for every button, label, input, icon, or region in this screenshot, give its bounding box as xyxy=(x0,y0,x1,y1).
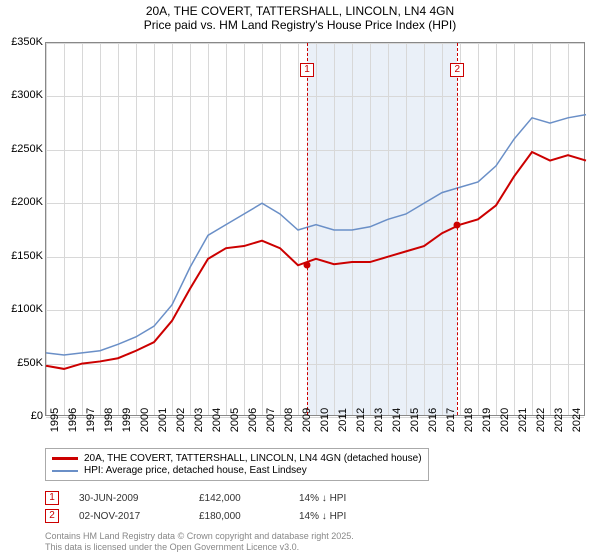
transaction-date: 02-NOV-2017 xyxy=(79,511,179,522)
chart-svg xyxy=(46,43,584,415)
transaction-date: 30-JUN-2009 xyxy=(79,493,179,504)
x-tick-label: 2017 xyxy=(445,408,457,432)
x-tick-label: 2000 xyxy=(139,408,151,432)
x-tick-label: 2012 xyxy=(355,408,367,432)
marker-label: 2 xyxy=(450,63,464,77)
plot-area: 12 xyxy=(45,42,585,416)
x-tick-label: 2014 xyxy=(391,408,403,432)
chart-container: 20A, THE COVERT, TATTERSHALL, LINCOLN, L… xyxy=(0,0,600,560)
y-tick-label: £50K xyxy=(17,357,43,369)
y-tick-label: £200K xyxy=(11,196,43,208)
transaction-row: 2 02-NOV-2017 £180,000 14% ↓ HPI xyxy=(45,509,585,523)
x-tick-label: 2011 xyxy=(337,408,349,432)
x-tick-label: 1999 xyxy=(121,408,133,432)
transaction-marker: 1 xyxy=(45,491,59,505)
x-tick-label: 2024 xyxy=(571,408,583,432)
title-line-1: 20A, THE COVERT, TATTERSHALL, LINCOLN, L… xyxy=(0,4,600,18)
legend-box: 20A, THE COVERT, TATTERSHALL, LINCOLN, L… xyxy=(45,448,429,481)
x-tick-label: 2019 xyxy=(481,408,493,432)
footer-line-1: Contains HM Land Registry data © Crown c… xyxy=(45,531,354,543)
x-tick-label: 1995 xyxy=(49,408,61,432)
x-tick-label: 2004 xyxy=(211,408,223,432)
x-tick-label: 2018 xyxy=(463,408,475,432)
series-line xyxy=(46,152,586,369)
y-tick-label: £300K xyxy=(11,89,43,101)
legend-row-2: HPI: Average price, detached house, East… xyxy=(52,465,422,476)
legend-label-2: HPI: Average price, detached house, East… xyxy=(84,465,307,476)
x-tick-label: 2001 xyxy=(157,408,169,432)
x-tick-label: 1996 xyxy=(67,408,79,432)
legend-swatch-2 xyxy=(52,470,78,472)
transaction-delta: 14% ↓ HPI xyxy=(299,493,346,504)
x-tick-label: 2013 xyxy=(373,408,385,432)
legend-area: 20A, THE COVERT, TATTERSHALL, LINCOLN, L… xyxy=(45,448,585,527)
marker-dot xyxy=(304,262,311,269)
footer: Contains HM Land Registry data © Crown c… xyxy=(45,531,354,554)
x-tick-label: 1997 xyxy=(85,408,97,432)
y-tick-label: £250K xyxy=(11,143,43,155)
x-tick-label: 2003 xyxy=(193,408,205,432)
x-tick-label: 2005 xyxy=(229,408,241,432)
x-tick-label: 2016 xyxy=(427,408,439,432)
transaction-delta: 14% ↓ HPI xyxy=(299,511,346,522)
x-tick-label: 2020 xyxy=(499,408,511,432)
x-tick-label: 2006 xyxy=(247,408,259,432)
x-tick-label: 2007 xyxy=(265,408,277,432)
y-tick-label: £100K xyxy=(11,303,43,315)
x-tick-label: 1998 xyxy=(103,408,115,432)
transaction-price: £180,000 xyxy=(199,511,279,522)
x-tick-label: 2008 xyxy=(283,408,295,432)
transaction-table: 1 30-JUN-2009 £142,000 14% ↓ HPI 2 02-NOV-201… xyxy=(45,491,585,523)
y-axis: £0£50K£100K£150K£200K£250K£300K£350K xyxy=(0,42,45,416)
x-axis: 1995199619971998199920002001200220032004… xyxy=(45,416,585,444)
x-tick-label: 2015 xyxy=(409,408,421,432)
marker-line xyxy=(307,43,308,415)
series-line xyxy=(46,115,586,355)
legend-row-1: 20A, THE COVERT, TATTERSHALL, LINCOLN, L… xyxy=(52,453,422,464)
marker-label: 1 xyxy=(300,63,314,77)
y-tick-label: £150K xyxy=(11,250,43,262)
footer-line-2: This data is licensed under the Open Gov… xyxy=(45,542,354,554)
x-tick-label: 2002 xyxy=(175,408,187,432)
y-tick-label: £350K xyxy=(11,36,43,48)
x-tick-label: 2022 xyxy=(535,408,547,432)
legend-swatch-1 xyxy=(52,457,78,460)
chart-title: 20A, THE COVERT, TATTERSHALL, LINCOLN, L… xyxy=(0,0,600,34)
transaction-row: 1 30-JUN-2009 £142,000 14% ↓ HPI xyxy=(45,491,585,505)
x-tick-label: 2021 xyxy=(517,408,529,432)
legend-label-1: 20A, THE COVERT, TATTERSHALL, LINCOLN, L… xyxy=(84,453,422,464)
transaction-price: £142,000 xyxy=(199,493,279,504)
x-tick-label: 2009 xyxy=(301,408,313,432)
x-tick-label: 2010 xyxy=(319,408,331,432)
title-line-2: Price paid vs. HM Land Registry's House … xyxy=(0,18,600,32)
y-tick-label: £0 xyxy=(31,410,43,422)
marker-line xyxy=(457,43,458,415)
transaction-marker: 2 xyxy=(45,509,59,523)
marker-dot xyxy=(454,221,461,228)
x-tick-label: 2023 xyxy=(553,408,565,432)
